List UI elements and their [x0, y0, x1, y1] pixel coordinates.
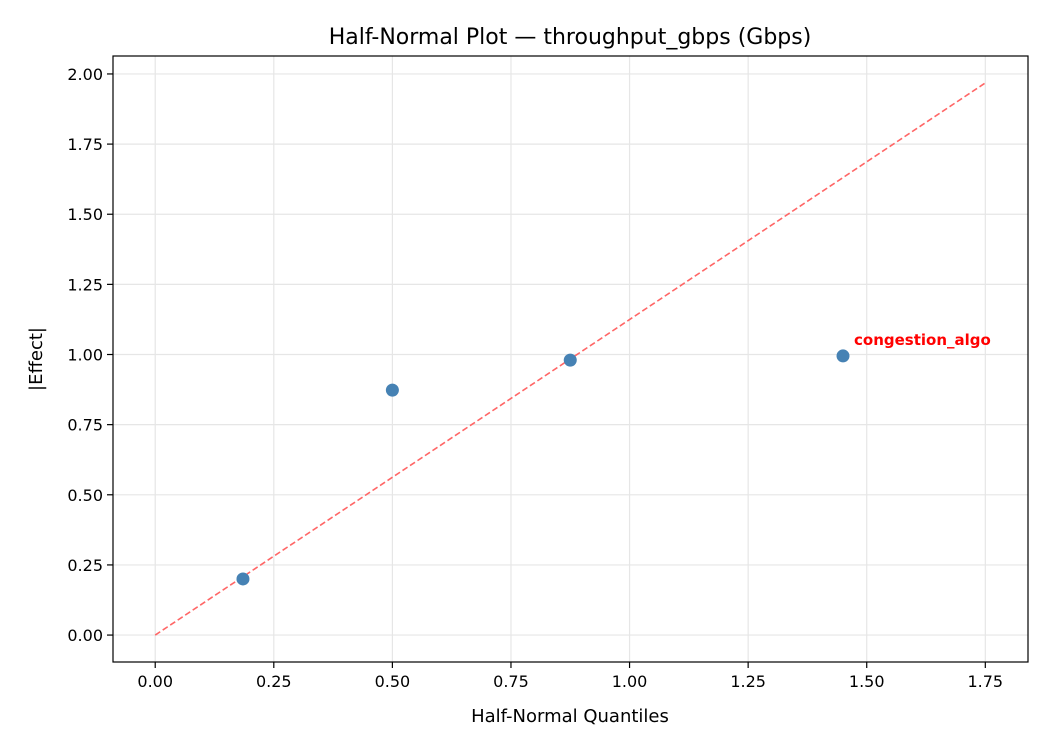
- x-axis-label: Half-Normal Quantiles: [471, 706, 669, 727]
- x-tick-label: 0.75: [493, 672, 529, 691]
- plot-frame: [112, 55, 1029, 663]
- y-tick-label: 0.75: [67, 416, 103, 435]
- x-tick-label: 0.25: [256, 672, 292, 691]
- y-tick-label: 1.50: [67, 205, 103, 224]
- x-tick-label: 1.75: [967, 672, 1003, 691]
- y-tick-label: 1.75: [67, 135, 103, 154]
- data-point: [563, 353, 577, 367]
- x-tick-label: 1.00: [612, 672, 648, 691]
- x-tick-label: 0.50: [375, 672, 411, 691]
- chart-title: Half-Normal Plot — throughput_gbps (Gbps…: [329, 25, 812, 50]
- data-points: congestion_algo: [236, 331, 991, 586]
- data-point: [836, 349, 850, 363]
- y-tick-label: 0.25: [67, 556, 103, 575]
- x-tick-label: 0.00: [137, 672, 173, 691]
- data-point: [385, 383, 399, 397]
- y-tick-label: 0.00: [67, 626, 103, 645]
- y-tick-label: 0.50: [67, 486, 103, 505]
- y-axis-label: |Effect|: [26, 327, 47, 391]
- data-point: [236, 572, 250, 586]
- ticks: 0.00 0.25 0.50 0.75 1.00 1.25 1.50 1.75 0.00 0.25…: [67, 65, 1003, 691]
- x-tick-label: 1.25: [730, 672, 766, 691]
- point-annotation: congestion_algo: [854, 331, 991, 349]
- y-tick-label: 1.25: [67, 275, 103, 294]
- x-tick-label: 1.50: [849, 672, 885, 691]
- y-tick-label: 1.00: [67, 346, 103, 365]
- y-tick-label: 2.00: [67, 65, 103, 84]
